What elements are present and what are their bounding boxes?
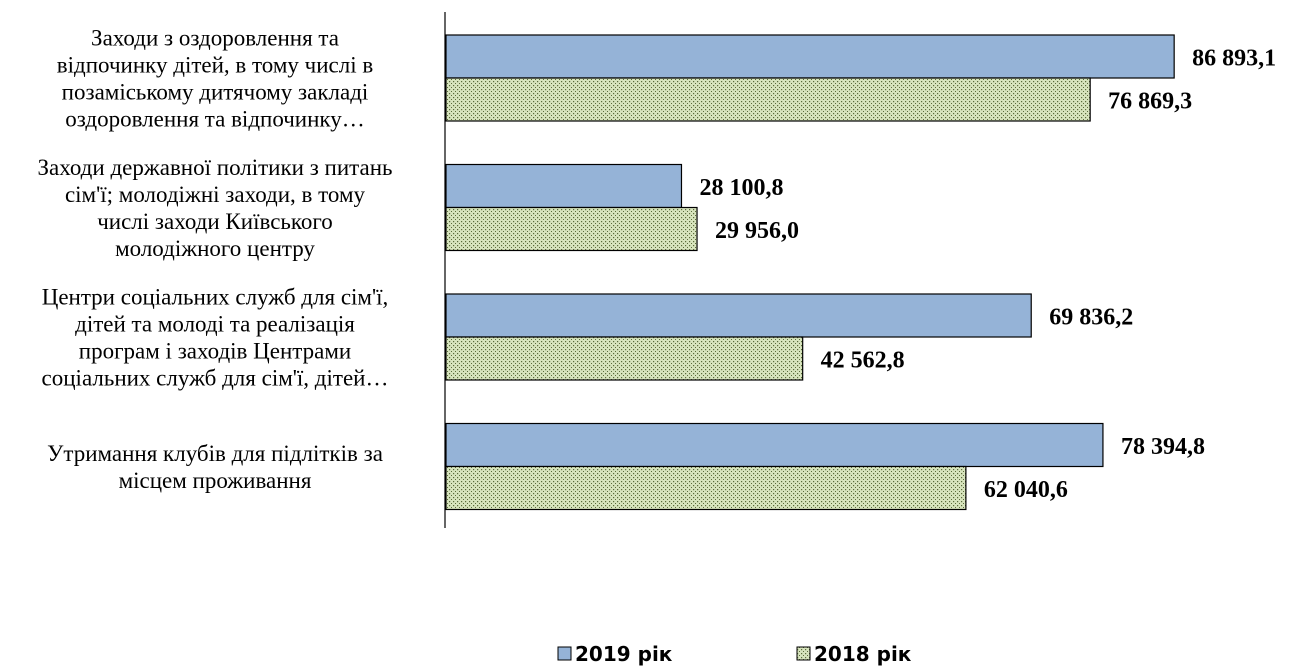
category-label-line: сім'ї; молодіжні заходи, в тому <box>65 182 366 207</box>
legend-swatch <box>796 646 811 661</box>
category-label-line: дітей та молоді та реалізація <box>75 312 355 337</box>
bars <box>445 34 1175 511</box>
category-label: Заходи з оздоровлення та відпочинку дітей… <box>57 26 374 132</box>
bar-series-1 <box>445 293 1032 338</box>
data-label: 86 893,1 <box>1192 46 1276 72</box>
category-label-line: відпочинку дітей, в тому числі в <box>57 53 374 78</box>
value-labels: 86 893,176 869,3 28 100,8 29 956,0 69 836,2… <box>699 46 1276 504</box>
bar-series-2 <box>445 206 698 252</box>
category-label-line: Утримання клубів для підлітків за <box>47 441 383 466</box>
data-label: 29 956,0 <box>715 218 799 244</box>
data-label: 76 869,3 <box>1108 89 1192 115</box>
bar-series-2 <box>445 336 804 381</box>
data-label: 69 836,2 <box>1049 305 1133 331</box>
data-label: 28 100,8 <box>699 175 783 201</box>
bar-series-1 <box>445 34 1175 79</box>
category-label-line: місцем проживання <box>119 468 312 493</box>
category-label: Утримання клубів для підлітків за місцем … <box>47 441 383 493</box>
category-label-line: Заходи державної політики з питань <box>37 155 392 180</box>
category-label-line: позаміському дитячому закладі <box>62 80 369 105</box>
category-label-line: Центри соціальних служб для сім'ї, <box>42 285 389 310</box>
category-label: Заходи державної політики з питань сім'ї;… <box>37 155 392 261</box>
legend: 2019 рік 2018 рік <box>557 642 912 666</box>
category-labels: Заходи з оздоровлення та відпочинку дітей… <box>37 26 392 494</box>
category-label-line: числі заходи Київського <box>97 209 333 234</box>
legend-label: 2018 рік <box>814 642 912 666</box>
bar-series-2 <box>445 465 967 511</box>
bar-series-1 <box>445 163 683 209</box>
category-label-line: молодіжного центру <box>115 236 315 261</box>
data-label: 78 394,8 <box>1121 434 1205 460</box>
data-label: 62 040,6 <box>984 477 1068 503</box>
bar-series-1 <box>445 422 1104 468</box>
bar-series-2 <box>445 77 1091 122</box>
category-label: Центри соціальних служб для сім'ї, дітей … <box>42 285 389 391</box>
category-label-line: соціальних служб для сім'ї, дітей… <box>42 366 389 391</box>
legend-swatch <box>557 646 572 661</box>
category-label-line: Заходи з оздоровлення та <box>91 26 339 51</box>
legend-label: 2019 рік <box>575 642 673 666</box>
category-label-line: оздоровлення та відпочинку… <box>65 107 365 132</box>
category-label-line: програм і заходів Центрами <box>79 339 351 364</box>
data-label: 42 562,8 <box>821 348 905 374</box>
